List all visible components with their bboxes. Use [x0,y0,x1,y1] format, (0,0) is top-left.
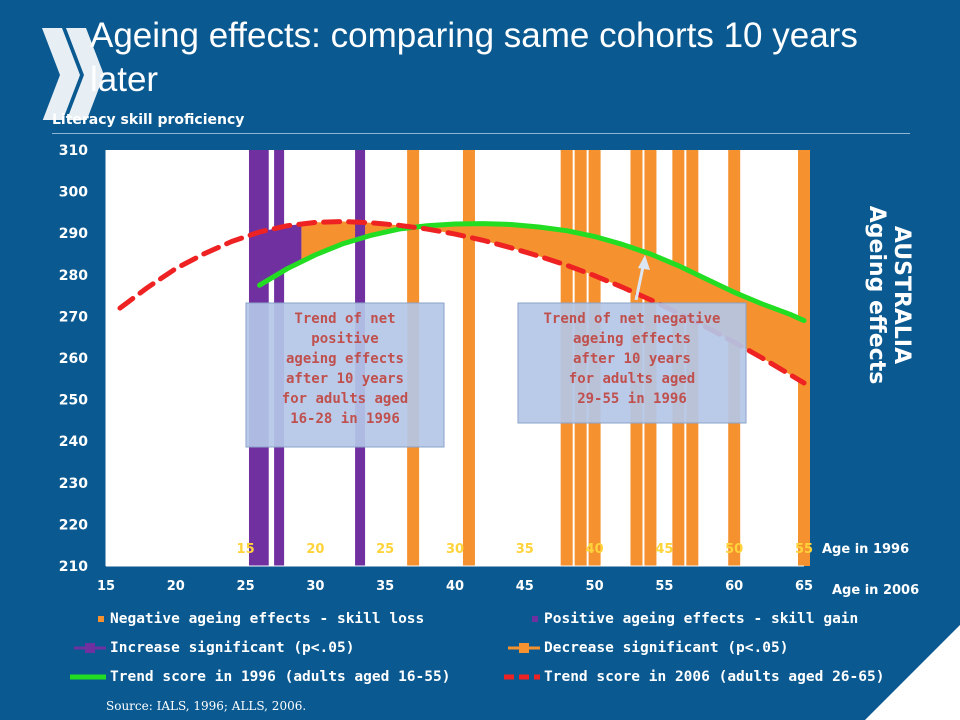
annotation-line: for adults aged [569,371,695,387]
y-tick-label: 250 [59,393,88,409]
legend-marker [504,674,540,680]
annotation-arrowhead-negative [638,255,650,270]
annotation-line: positive [311,331,378,347]
x-tick-label-2006: 35 [376,579,394,594]
slide-title: Ageing effects: comparing same cohorts 1… [90,16,858,99]
x-tick-label-1996: 15 [237,542,255,557]
chevron-logo-icon [42,28,104,120]
side-title-line2: AUSTRALIA [889,226,914,364]
x-tick-label-1996: 25 [376,542,394,557]
decrease-significant-bar-1 [462,150,475,566]
y-tick-label: 280 [59,268,88,284]
x-tick-label-2006: 45 [516,579,534,594]
y-tick-label: 230 [59,476,88,492]
legend-marker [98,616,104,622]
x-tick-label-1996: 50 [725,542,743,557]
legend-label: Decrease significant (p<.05) [544,640,789,656]
negative-effect-band [301,221,804,383]
x-tick-label-1996: 55 [795,542,813,557]
x-tick-label-2006: 60 [725,579,743,594]
legend-marker [532,616,538,622]
legend-label: Trend score in 1996 (adults aged 16-55) [110,669,451,685]
x-tick-label-2006: 25 [237,579,255,594]
annotation-line: 29-55 in 1996 [577,391,687,407]
side-title: Ageing effects AUSTRALIA [864,206,914,385]
x-tick-label-2006: 65 [795,579,813,594]
trend-line-1996 [257,221,807,324]
annotation-box-0 [245,302,445,448]
legend-item: Negative ageing effects - skill loss [66,611,424,627]
annotation-line: ageing effects [573,331,691,347]
legend-item: Trend score in 2006 (adults aged 26-65) [500,669,884,685]
x-tick-label-1996: 30 [446,542,464,557]
x-tick-label-1996: 40 [586,542,604,557]
x-tick-label-2006: 30 [306,579,324,594]
y-tick-label: 240 [59,434,88,450]
y-axis-label: Literacy skill proficiency [52,112,245,128]
legend-label: Increase significant (p<.05) [110,640,355,656]
x-tick-label-2006: 40 [446,579,464,594]
x-tick-label-1996: 35 [516,542,534,557]
annotation-line: for adults aged [282,391,408,407]
legend-label: Negative ageing effects - skill loss [110,611,425,627]
annotation-box-1 [517,302,747,424]
y-tick-label: 210 [59,559,88,575]
legend-item: Decrease significant (p<.05) [500,640,788,656]
corner-decoration [865,625,960,720]
title-divider [52,133,910,134]
annotation-line: after 10 years [573,351,691,367]
x-axis-label-2006: Age in 2006 [832,583,919,598]
trend-line-2006 [117,219,807,386]
annotation-line: 16-28 in 1996 [290,411,400,427]
y-tick-label: 300 [59,185,88,201]
y-tick-label: 310 [59,143,88,159]
x-axis-label-1996: Age in 1996 [822,542,909,557]
legend-marker [74,643,106,653]
x-tick-label-1996: 20 [306,542,324,557]
x-tick-label-1996: 45 [655,542,673,557]
legend-item: Trend score in 1996 (adults aged 16-55) [66,669,450,685]
legend-marker [70,674,106,680]
annotation-line: after 10 years [286,371,404,387]
annotation-line: Trend of net [294,311,395,327]
legend-marker [508,643,540,653]
x-tick-label-2006: 20 [167,579,185,594]
annotation-line: ageing effects [286,351,404,367]
legend-label: Trend score in 2006 (adults aged 26-65) [544,669,885,685]
source-note: Source: IALS, 1996; ALLS, 2006. [106,699,307,713]
x-tick-label-2006: 15 [97,579,115,594]
legend-label: Positive ageing effects - skill gain [544,611,859,627]
legend-item: Positive ageing effects - skill gain [500,611,858,627]
legend-item: Increase significant (p<.05) [66,640,354,656]
decrease-significant-bar-10 [798,150,810,566]
annotation-line: Trend of net negative [543,311,720,327]
y-tick-label: 260 [59,351,88,367]
y-tick-label: 290 [59,226,88,242]
x-tick-label-2006: 50 [586,579,604,594]
x-tick-label-2006: 55 [655,579,673,594]
y-tick-label: 270 [59,309,88,325]
side-title-line1: Ageing effects [864,206,889,385]
y-tick-label: 220 [59,517,88,533]
